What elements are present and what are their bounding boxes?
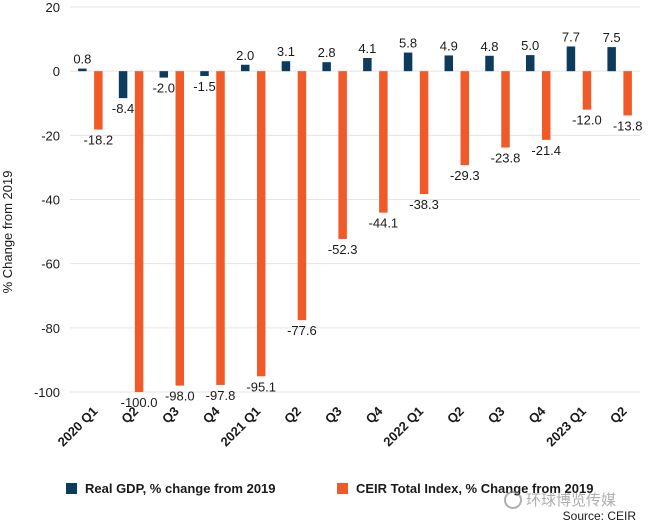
- data-label-gdp: 2.8: [318, 45, 336, 60]
- data-label-ceir: -21.4: [531, 143, 561, 158]
- bar-ceir: [460, 71, 470, 166]
- data-label-ceir: -29.3: [450, 168, 480, 183]
- y-tick-label: 20: [46, 0, 60, 15]
- bar-gdp: [200, 71, 209, 76]
- watermark-icon: [504, 490, 522, 509]
- data-labels: 0.8 -8.4 -2.0 -1.5 2.0 3.1 2.8 4.1 5.8 4.9 4.8 5.0 7…: [73, 29, 642, 410]
- x-tick-label: Q4: [363, 403, 386, 426]
- x-tick-label: 2021 Q1: [217, 404, 263, 450]
- data-label-gdp: 7.7: [562, 29, 580, 44]
- bar-gdp: [485, 55, 494, 72]
- x-tick-label: Q3: [485, 404, 508, 427]
- bar-gdp: [118, 71, 128, 99]
- x-tick-label: Q3: [322, 404, 345, 427]
- bar-ceir: [256, 71, 266, 377]
- chart-svg: 20 0 -20 -40 -60 -80 -100 % Change from 2019 0…: [0, 0, 642, 450]
- x-tick-label: Q2: [281, 404, 304, 427]
- data-label-gdp: 0.8: [73, 52, 91, 67]
- watermark: 环球博览传媒: [504, 489, 616, 510]
- y-tick-label: -60: [41, 257, 60, 272]
- data-label-ceir: -18.2: [84, 133, 114, 148]
- bar-gdp: [240, 64, 250, 72]
- bar-ceir: [379, 71, 388, 213]
- data-label-ceir: -97.8: [206, 388, 236, 403]
- x-tick-label: Q2: [607, 404, 630, 427]
- bar-gdp: [566, 46, 576, 72]
- bar-gdp: [159, 71, 169, 78]
- data-label-gdp: -2.0: [153, 81, 175, 96]
- y-tick-label: -80: [41, 321, 60, 336]
- bar-gdp: [322, 62, 331, 72]
- data-label-ceir: -44.1: [369, 216, 399, 231]
- data-label-gdp: 3.1: [277, 44, 295, 59]
- y-axis: 20 0 -20 -40 -60 -80 -100: [34, 0, 60, 400]
- data-label-gdp: 4.1: [358, 41, 376, 56]
- x-tick-label: 2023 Q1: [543, 404, 589, 450]
- data-label-ceir: -38.3: [409, 197, 439, 212]
- y-tick-label: -20: [41, 128, 60, 143]
- y-tick-label: -100: [34, 385, 60, 400]
- x-tick-label: 2020 Q1: [55, 404, 101, 450]
- data-label-ceir: -100.0: [121, 395, 158, 410]
- x-tick-label: 2022 Q1: [380, 404, 426, 450]
- bar-ceir: [94, 71, 103, 130]
- data-label-ceir: -77.6: [287, 323, 317, 338]
- x-tick-label: Q4: [525, 403, 548, 426]
- bar-gdp: [607, 47, 616, 72]
- data-label-ceir: -95.1: [246, 379, 276, 394]
- bar-gdp: [78, 68, 87, 72]
- data-label-gdp: 5.8: [399, 36, 417, 51]
- legend-label-ceir: CEIR Total Index, % Change from 2019: [356, 481, 594, 496]
- bar-gdp: [444, 55, 454, 72]
- bar-ceir: [541, 71, 551, 140]
- data-label-gdp: -1.5: [193, 79, 215, 94]
- gridlines: [70, 6, 640, 393]
- bar-ceir: [338, 71, 347, 239]
- data-label-ceir: -13.8: [613, 118, 643, 133]
- data-label-gdp: -8.4: [112, 101, 134, 116]
- data-label-gdp: 4.8: [480, 39, 498, 54]
- legend-swatch-gdp: [66, 483, 77, 494]
- x-tick-label: Q2: [444, 404, 467, 427]
- bar-gdp: [363, 58, 372, 72]
- bars: [78, 46, 632, 393]
- source-note: Source: CEIR: [562, 509, 636, 523]
- data-label-gdp: 2.0: [236, 48, 254, 63]
- bar-ceir: [582, 71, 592, 110]
- x-tick-label: Q4: [200, 403, 223, 426]
- legend-swatch-ceir: [337, 483, 348, 494]
- y-tick-label: -40: [41, 193, 60, 208]
- watermark-text: 环球博览传媒: [526, 492, 617, 509]
- bar-ceir: [297, 71, 307, 321]
- bar-ceir: [623, 71, 632, 116]
- bar-ceir: [175, 71, 185, 386]
- data-label-ceir: -12.0: [572, 113, 602, 128]
- bar-ceir: [134, 71, 144, 393]
- bar-ceir: [419, 71, 429, 195]
- y-tick-label: 0: [53, 64, 60, 79]
- bar-ceir: [501, 71, 510, 148]
- data-label-ceir: -98.0: [165, 389, 195, 404]
- data-label-gdp: 7.5: [603, 30, 621, 45]
- bar-ceir: [216, 71, 225, 385]
- data-label-gdp: 5.0: [521, 38, 539, 53]
- bar-gdp: [403, 52, 413, 72]
- data-label-ceir: -52.3: [328, 242, 358, 257]
- legend-item-ceir: CEIR Total Index, % Change from 2019: [337, 481, 593, 496]
- bar-gdp: [281, 61, 291, 72]
- legend-item-gdp: Real GDP, % change from 2019: [66, 481, 276, 496]
- data-label-ceir: -23.8: [491, 151, 521, 166]
- y-axis-label: % Change from 2019: [0, 171, 15, 294]
- x-tick-label: Q3: [159, 404, 182, 427]
- bar-gdp: [525, 55, 535, 72]
- legend-label-gdp: Real GDP, % change from 2019: [85, 481, 276, 496]
- data-label-gdp: 4.9: [440, 38, 458, 53]
